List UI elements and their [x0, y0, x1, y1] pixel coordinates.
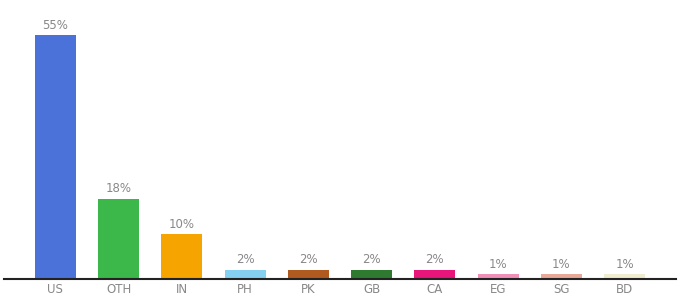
Text: 1%: 1% [552, 258, 571, 271]
Bar [288, 270, 329, 279]
Text: 10%: 10% [169, 218, 194, 231]
Bar [98, 199, 139, 279]
Text: 2%: 2% [426, 253, 444, 266]
Text: 2%: 2% [236, 253, 254, 266]
Bar [351, 270, 392, 279]
Text: 2%: 2% [362, 253, 381, 266]
Bar [35, 35, 76, 279]
Text: 2%: 2% [299, 253, 318, 266]
Bar [224, 270, 266, 279]
Text: 1%: 1% [489, 258, 507, 271]
Bar [161, 234, 203, 279]
Text: 55%: 55% [42, 19, 68, 32]
Text: 1%: 1% [615, 258, 634, 271]
Text: 18%: 18% [105, 182, 131, 195]
Bar [604, 274, 645, 279]
Bar [541, 274, 582, 279]
Bar [414, 270, 456, 279]
Bar [477, 274, 519, 279]
